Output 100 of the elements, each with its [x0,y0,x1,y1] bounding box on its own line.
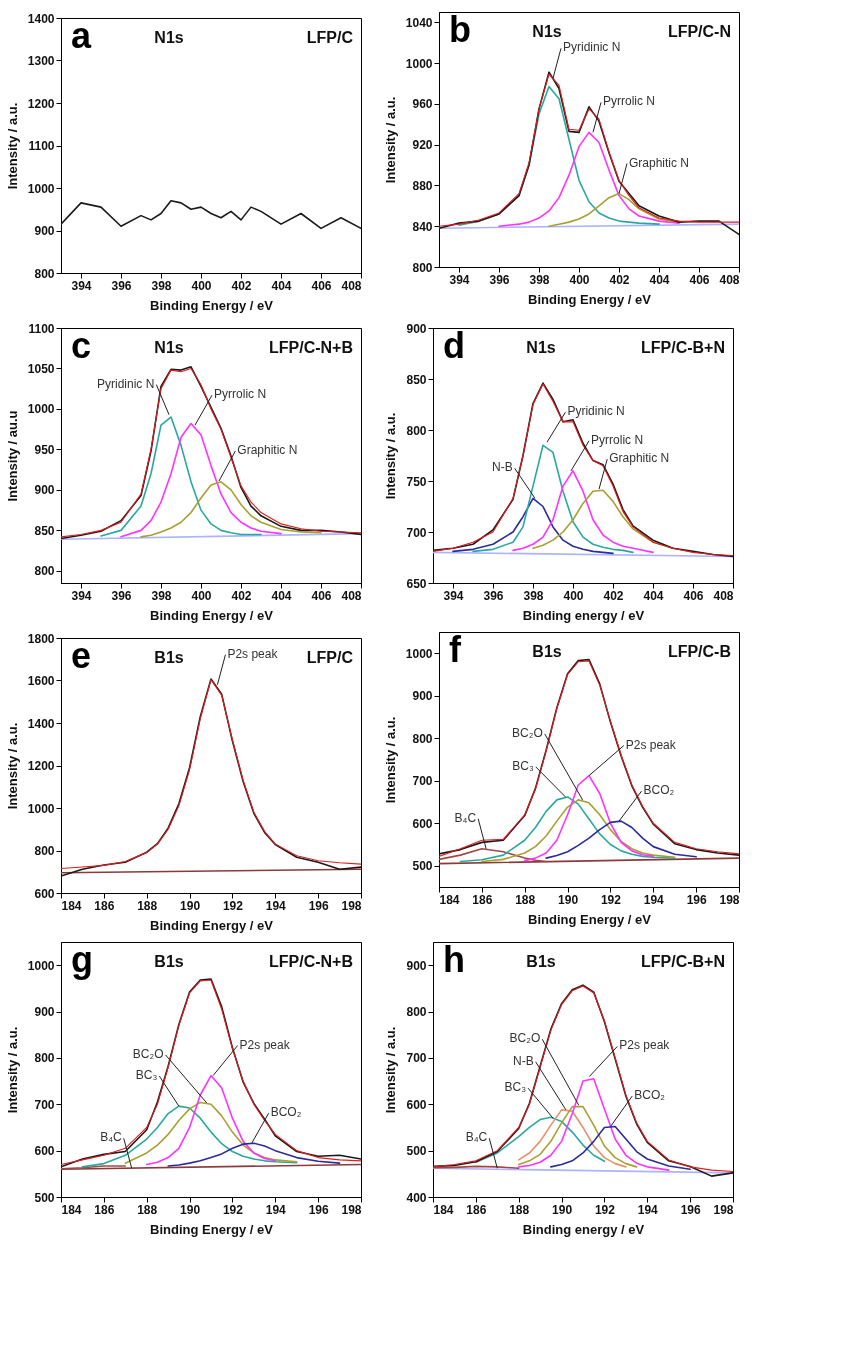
x-tick-label: 404 [643,588,664,603]
y-tick-label: 900 [412,689,433,704]
x-tick-label: 186 [466,1202,487,1217]
y-tick-label: 900 [406,321,427,336]
y-tick-label: 900 [34,483,55,498]
y-tick-label: 600 [34,1144,55,1159]
x-tick-label: 406 [683,588,704,603]
x-tick-label: 188 [137,898,158,913]
y-tick-label: 800 [34,1051,55,1066]
x-axis-title: Binding Energy / eV [150,1221,274,1237]
annotation: BC₂O [512,725,543,740]
x-tick-label: 398 [529,272,550,287]
chart-title: d [443,325,465,366]
chart-title: c [71,325,92,366]
y-tick-label: 500 [34,1190,55,1205]
y-tick-label: 950 [34,442,55,457]
x-tick-label: 184 [61,1202,82,1217]
x-tick-label: 198 [341,1202,362,1217]
x-tick-label: 404 [271,588,292,603]
y-tick-label: 900 [406,958,427,973]
y-tick-label: 960 [412,97,433,112]
annotation: N-B [492,460,513,475]
x-tick-label: 186 [94,1202,115,1217]
y-axis-title: Intensity / a.u. [4,722,20,810]
y-tick-label: 1000 [27,181,55,196]
y-tick-label: 1050 [27,361,55,376]
x-tick-label: 400 [563,588,584,603]
annotation: Pyridinic N [563,40,621,55]
x-tick-label: 194 [643,892,665,907]
annotation: B₄C [465,1130,488,1145]
x-tick-label: 402 [603,588,624,603]
x-axis-title: Binding Energy / eV [150,607,274,623]
y-tick-label: 800 [412,731,433,746]
annotation: B1s [154,953,184,970]
text: LFP/C-B+N [641,339,725,356]
x-tick-label: 400 [191,278,212,293]
annotation: N-B [513,1053,534,1068]
annotation: Pyrrolic N [603,94,656,109]
y-axis-title: Intensity / a.u. [4,1026,20,1114]
x-tick-label: 188 [137,1202,158,1217]
annotation: N1s [526,339,556,356]
x-tick-label: 408 [719,272,740,287]
x-tick-label: 198 [719,892,740,907]
x-tick-label: 188 [515,892,536,907]
x-tick-label: 396 [111,588,132,603]
y-tick-label: 700 [406,525,427,540]
x-tick-label: 196 [680,1202,701,1217]
x-tick-label: 198 [341,898,362,913]
x-tick-label: 192 [222,1202,244,1217]
annotation: N1s [154,29,184,46]
y-axis-title: Intensity / a.u. [383,1026,399,1114]
x-tick-label: 190 [552,1202,573,1217]
y-tick-label: 600 [34,886,55,901]
x-tick-label: 402 [609,272,630,287]
chart-title: a [71,15,92,56]
x-tick-label: 196 [308,1202,329,1217]
x-tick-label: 404 [271,278,292,293]
y-tick-label: 800 [34,844,55,858]
y-tick-label: 1200 [27,96,55,111]
y-tick-label: 1000 [405,56,433,71]
x-tick-label: 184 [439,892,460,907]
y-tick-label: 840 [412,219,433,234]
y-tick-label: 400 [406,1190,427,1205]
x-axis-title: Binding energy / eV [522,1221,645,1237]
y-tick-label: 1200 [27,759,55,773]
chart-title: h [443,939,465,980]
x-tick-label: 184 [61,898,82,913]
x-tick-label: 188 [509,1202,530,1217]
x-tick-label: 190 [180,898,201,913]
y-tick-label: 800 [34,266,55,281]
y-tick-label: 1800 [27,631,55,646]
y-axis-title: Intensity / a.u. [383,412,399,500]
annotation: Graphitic N [609,451,670,466]
x-tick-label: 190 [558,892,579,907]
y-tick-label: 650 [406,576,427,591]
annotation: N1s [532,23,562,40]
x-tick-label: 394 [71,588,92,603]
x-tick-label: 396 [111,278,132,293]
annotation: Pyrrolic N [214,387,267,402]
annotation: B1s [532,643,562,660]
annotation: BC₃ [504,1080,527,1095]
annotation: B₄C [100,1130,123,1145]
annotation: BC₃ [135,1068,158,1083]
annotation: BC₂O [132,1046,164,1061]
annotation: B1s [154,649,184,666]
y-tick-label: 1000 [405,646,433,661]
x-tick-label: 198 [713,1202,734,1217]
x-tick-label: 408 [341,588,362,603]
y-tick-label: 1600 [27,674,55,688]
y-tick-label: 920 [412,138,433,153]
annotation: BC₃ [512,758,534,773]
y-tick-label: 1300 [27,54,55,68]
x-tick-label: 402 [231,278,252,293]
x-tick-label: 398 [151,588,172,603]
x-tick-label: 196 [308,898,329,913]
x-tick-label: 196 [686,892,707,907]
x-tick-label: 400 [191,588,212,603]
x-tick-label: 406 [311,588,332,603]
annotation: Graphitic N [629,155,690,170]
chart-title: b [449,9,471,50]
